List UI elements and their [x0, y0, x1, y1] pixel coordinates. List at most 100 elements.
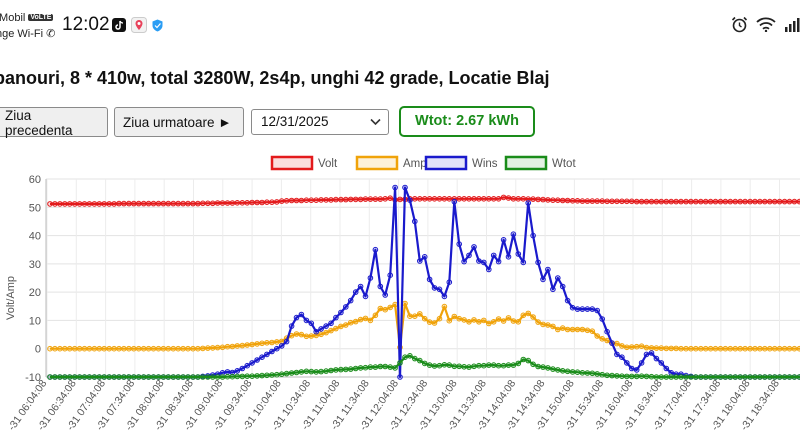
data-point-wins: [318, 326, 324, 332]
data-point-wins: [550, 286, 556, 293]
data-point-wins: [500, 237, 507, 243]
data-point-wtot: [209, 374, 216, 380]
data-point-volt: [219, 200, 226, 206]
data-point-wtot: [145, 374, 152, 380]
data-point-wtot: [791, 374, 798, 380]
data-point-wtot: [150, 374, 157, 380]
data-point-amp: [555, 326, 561, 333]
data-point-amp: [767, 345, 773, 352]
y-tick-label: -10: [25, 372, 41, 384]
data-point-wins: [604, 328, 610, 335]
data-point-amp: [698, 345, 704, 352]
data-point-wtot: [205, 374, 211, 380]
data-point-wtot: [106, 374, 112, 380]
data-point-wins: [436, 286, 443, 293]
data-point-amp: [229, 343, 236, 350]
data-point-wtot: [643, 373, 650, 380]
data-point-volt: [269, 199, 275, 206]
data-point-wins: [269, 348, 275, 355]
data-point-wtot: [456, 363, 463, 370]
data-point-amp: [510, 318, 517, 324]
data-point-amp: [653, 345, 660, 351]
data-point-amp: [476, 319, 482, 325]
data-point-volt: [589, 198, 596, 204]
data-point-wtot: [490, 362, 497, 368]
date-select[interactable]: 12/31/2025: [251, 109, 389, 135]
data-point-wtot: [781, 374, 788, 380]
previous-day-button[interactable]: Ziua precedenta: [0, 107, 108, 138]
data-point-wtot: [96, 374, 103, 380]
data-point-amp: [515, 319, 522, 325]
wifi-signal-icon: [756, 17, 776, 32]
data-point-amp: [540, 321, 546, 328]
data-point-wtot: [288, 370, 295, 376]
data-point-wins: [426, 276, 433, 283]
data-point-amp: [91, 345, 98, 352]
y-axis-label: Volt/Amp: [5, 276, 17, 320]
data-point-wins: [412, 218, 418, 225]
data-point-volt: [668, 198, 675, 205]
data-point-amp: [308, 333, 315, 339]
data-point-amp: [702, 345, 709, 352]
data-point-amp: [249, 341, 255, 348]
data-point-amp: [505, 315, 512, 321]
data-point-volt: [643, 198, 650, 205]
data-point-volt: [431, 196, 438, 202]
data-point-volt: [145, 200, 152, 207]
data-point-wtot: [259, 372, 265, 379]
system-icons: [731, 16, 800, 33]
data-point-amp: [693, 345, 699, 352]
carrier-label: .Mobil: [0, 12, 26, 24]
data-point-volt: [559, 197, 566, 204]
data-point-wtot: [264, 372, 270, 379]
data-point-amp: [101, 345, 107, 352]
data-point-amp: [500, 318, 507, 324]
data-point-amp: [328, 327, 334, 334]
data-point-amp: [298, 331, 305, 338]
tiktok-icon: [112, 18, 126, 32]
data-point-volt: [771, 198, 778, 205]
data-point-wtot: [727, 374, 734, 380]
data-point-wins: [486, 266, 492, 273]
data-point-wtot: [638, 373, 645, 379]
data-point-wins: [239, 365, 246, 372]
data-point-wins: [421, 254, 428, 260]
next-day-button[interactable]: Ziua urmatoare ►: [114, 107, 244, 137]
data-point-wins: [293, 314, 300, 321]
data-point-amp: [278, 338, 285, 345]
data-point-volt: [303, 197, 310, 204]
volte-badge: VoLTE: [28, 14, 54, 21]
data-point-wtot: [609, 372, 615, 379]
data-point-wtot: [131, 374, 137, 380]
data-point-volt: [91, 201, 98, 207]
data-point-amp: [688, 345, 694, 352]
data-point-wtot: [535, 363, 541, 370]
data-point-amp: [357, 316, 364, 323]
data-point-amp: [742, 345, 748, 352]
data-point-wtot: [76, 374, 83, 380]
data-point-amp: [624, 344, 630, 351]
data-point-amp: [712, 345, 719, 352]
data-point-wtot: [481, 362, 487, 369]
data-point-volt: [57, 201, 63, 207]
data-point-volt: [249, 199, 255, 206]
data-point-wtot: [771, 374, 778, 380]
data-point-wtot: [510, 362, 517, 368]
data-point-wins: [377, 283, 384, 290]
data-point-volt: [786, 198, 793, 205]
data-point-wtot: [190, 374, 196, 380]
data-point-volt: [752, 198, 758, 205]
data-point-volt: [62, 201, 68, 207]
data-point-wins: [372, 246, 379, 253]
data-point-volt: [466, 196, 472, 202]
data-point-volt: [66, 201, 73, 207]
data-point-amp: [604, 337, 610, 344]
data-point-amp: [441, 303, 448, 310]
data-point-amp: [190, 345, 196, 352]
data-point-wtot: [362, 364, 369, 371]
data-point-volt: [205, 200, 211, 207]
data-point-volt: [500, 194, 507, 201]
data-point-volt: [190, 200, 196, 207]
data-point-wtot: [283, 370, 290, 377]
